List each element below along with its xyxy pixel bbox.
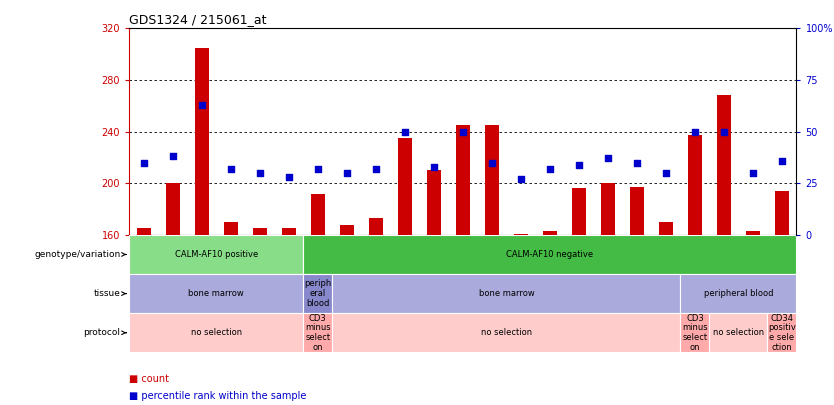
- Point: [282, 174, 295, 180]
- Bar: [455, 125, 470, 235]
- Bar: [304, 313, 332, 352]
- Text: ■ count: ■ count: [129, 374, 169, 384]
- Bar: [137, 228, 151, 235]
- Text: peripheral blood: peripheral blood: [704, 289, 773, 298]
- Bar: [571, 188, 586, 235]
- Bar: [630, 187, 644, 235]
- Text: ■ percentile rank within the sample: ■ percentile rank within the sample: [129, 391, 307, 401]
- Point: [515, 176, 528, 182]
- Text: CD3
minus
select
on: CD3 minus select on: [682, 314, 708, 352]
- Bar: [304, 235, 796, 274]
- Text: tissue: tissue: [93, 289, 126, 298]
- Bar: [224, 222, 238, 235]
- Bar: [681, 313, 710, 352]
- Bar: [282, 228, 296, 235]
- Point: [717, 128, 731, 135]
- Text: no selection: no selection: [713, 328, 764, 337]
- Bar: [688, 136, 702, 235]
- Bar: [543, 231, 557, 235]
- Point: [543, 166, 556, 172]
- Text: no selection: no selection: [191, 328, 242, 337]
- Bar: [600, 183, 615, 235]
- Bar: [332, 313, 681, 352]
- Text: bone marrow: bone marrow: [479, 289, 535, 298]
- Point: [688, 128, 701, 135]
- Point: [195, 102, 208, 108]
- Point: [398, 128, 411, 135]
- Bar: [427, 171, 441, 235]
- Bar: [514, 234, 528, 235]
- Point: [254, 170, 267, 176]
- Text: CD3
minus
select
on: CD3 minus select on: [305, 314, 330, 352]
- Text: bone marrow: bone marrow: [188, 289, 244, 298]
- Bar: [775, 191, 789, 235]
- Bar: [339, 224, 354, 235]
- Point: [166, 153, 179, 160]
- Bar: [304, 274, 332, 313]
- Point: [340, 170, 354, 176]
- Text: CD34
positiv
e sele
ction: CD34 positiv e sele ction: [768, 314, 796, 352]
- Point: [776, 157, 789, 164]
- Bar: [129, 235, 304, 274]
- Point: [746, 170, 760, 176]
- Point: [659, 170, 672, 176]
- Point: [485, 159, 499, 166]
- Point: [311, 166, 324, 172]
- Bar: [767, 313, 796, 352]
- Point: [456, 128, 470, 135]
- Bar: [310, 194, 325, 235]
- Point: [369, 166, 383, 172]
- Text: no selection: no selection: [481, 328, 532, 337]
- Text: genotype/variation: genotype/variation: [34, 250, 126, 259]
- Point: [137, 159, 150, 166]
- Text: protocol: protocol: [83, 328, 126, 337]
- Bar: [129, 313, 304, 352]
- Point: [427, 164, 440, 170]
- Bar: [710, 313, 767, 352]
- Text: CALM-AF10 positive: CALM-AF10 positive: [174, 250, 258, 259]
- Bar: [659, 222, 673, 235]
- Text: periph
eral
blood: periph eral blood: [304, 279, 331, 308]
- Text: CALM-AF10 negative: CALM-AF10 negative: [506, 250, 594, 259]
- Bar: [746, 231, 761, 235]
- Point: [631, 159, 644, 166]
- Bar: [253, 228, 267, 235]
- Point: [601, 155, 615, 162]
- Point: [572, 162, 585, 168]
- Bar: [129, 274, 304, 313]
- Point: [224, 166, 238, 172]
- Bar: [194, 48, 209, 235]
- Bar: [165, 183, 180, 235]
- Text: GDS1324 / 215061_at: GDS1324 / 215061_at: [129, 13, 267, 26]
- Bar: [716, 96, 731, 235]
- Bar: [332, 274, 681, 313]
- Bar: [398, 138, 412, 235]
- Bar: [485, 125, 499, 235]
- Bar: [681, 274, 796, 313]
- Bar: [369, 218, 383, 235]
